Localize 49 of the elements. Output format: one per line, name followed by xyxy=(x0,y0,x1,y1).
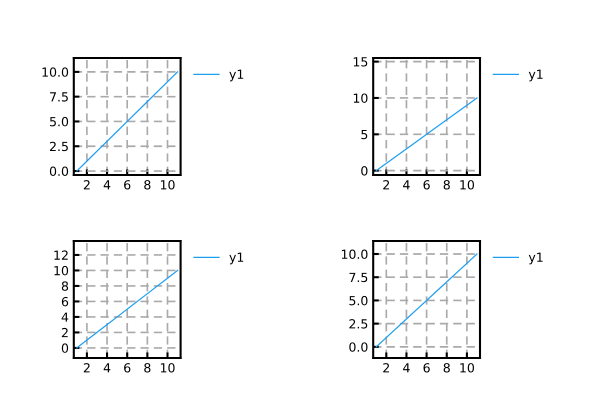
x-tick-label: 2 xyxy=(383,180,390,190)
y-tick-label: 5.0 xyxy=(349,296,368,306)
line-series xyxy=(376,97,478,172)
x-tick-label: 10 xyxy=(160,363,175,373)
x-tick-label: 10 xyxy=(460,180,474,190)
y-tick-label: 8 xyxy=(62,281,68,291)
x-tick-label: 8 xyxy=(144,363,150,373)
x-tick-label: 2 xyxy=(84,363,90,372)
legend-label: y1 xyxy=(528,252,543,264)
x-tick-label: 6 xyxy=(423,363,430,373)
y-tick-label: 5.0 xyxy=(50,116,68,126)
line-series xyxy=(76,71,178,172)
y-tick-label: 2.5 xyxy=(50,142,68,152)
x-tick-label: 10 xyxy=(460,363,474,373)
y-tick-label: 4 xyxy=(62,312,68,322)
x-tick-label: 6 xyxy=(423,180,430,190)
x-tick-label: 4 xyxy=(403,363,410,372)
legend-label: y1 xyxy=(528,70,543,82)
x-tick-label: 4 xyxy=(104,363,110,372)
y-tick-label: 5 xyxy=(361,130,368,140)
legend-label: y1 xyxy=(229,70,244,82)
y-tick-label: 0.0 xyxy=(349,342,368,352)
y-tick-label: 10 xyxy=(54,266,68,276)
y-tick-label: 10 xyxy=(354,93,368,103)
x-tick-label: 8 xyxy=(144,180,150,190)
y-tick-label: 7.5 xyxy=(50,92,68,102)
x-tick-label: 4 xyxy=(403,180,410,190)
y-tick-label: 6 xyxy=(62,296,68,306)
x-tick-label: 2 xyxy=(84,180,90,190)
y-tick-label: 15 xyxy=(354,57,368,67)
x-tick-label: 8 xyxy=(444,363,450,373)
x-tick-label: 6 xyxy=(124,363,130,373)
x-tick-label: 10 xyxy=(160,180,175,190)
y-tick-label: 7.5 xyxy=(349,272,368,282)
y-tick-label: 0 xyxy=(361,166,368,176)
y-tick-label: 12 xyxy=(54,250,68,260)
y-tick-label: 0.0 xyxy=(50,166,68,176)
x-tick-label: 4 xyxy=(104,180,110,190)
x-tick-label: 6 xyxy=(124,180,130,190)
y-tick-label: 2.5 xyxy=(349,319,368,329)
x-tick-label: 8 xyxy=(444,180,450,190)
legend-label: y1 xyxy=(229,252,244,264)
y-tick-label: 10.0 xyxy=(342,249,368,259)
y-tick-label: 0 xyxy=(62,343,68,353)
line-series xyxy=(376,253,478,348)
line-series xyxy=(76,270,178,349)
x-tick-label: 2 xyxy=(383,363,390,372)
y-tick-label: 2 xyxy=(62,328,68,338)
y-tick-label: 10.0 xyxy=(42,67,68,77)
